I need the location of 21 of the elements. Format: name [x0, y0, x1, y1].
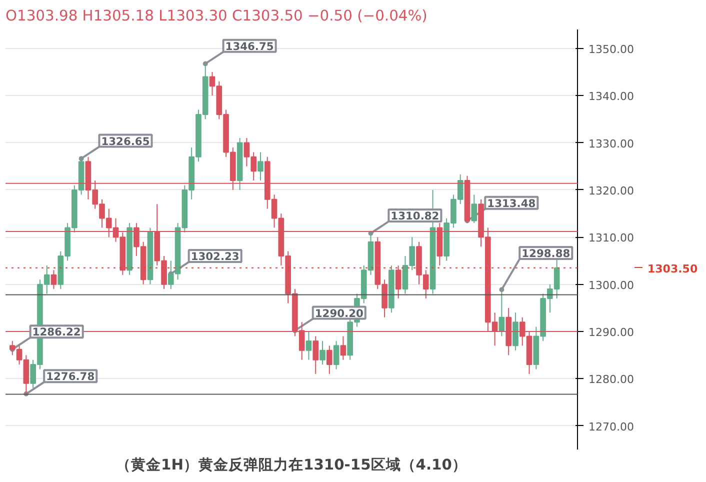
chart-subtitle: O1303.98 H1305.18 L1303.30 C1303.50 −0.50 (−0.04%)	[6, 8, 428, 24]
annotation: 1276.78	[46, 370, 95, 384]
annotation: 1310.82	[390, 209, 440, 222]
y-tick-label: 1270.00	[588, 420, 634, 434]
annotation: 1290.20	[314, 306, 364, 320]
y-tick-label: 1350.00	[588, 42, 634, 56]
y-tick-label: 1340.00	[588, 90, 634, 104]
annotation: 1286.22	[32, 326, 81, 339]
ref-line-label: 1303.50	[648, 262, 698, 276]
annotation: 1298.88	[522, 246, 570, 260]
y-tick-label: 1320.00	[588, 184, 634, 198]
y-tick-label: 1280.00	[588, 373, 634, 386]
annotation: 1346.75	[225, 40, 274, 53]
y-tick-label: 1330.00	[588, 137, 634, 150]
y-tick-label: 1300.00	[588, 278, 634, 292]
y-tick-label: 1290.00	[588, 326, 634, 340]
annotation: 1313.48	[487, 196, 536, 210]
annotation: 1302.23	[190, 250, 240, 264]
annotation: 1326.65	[101, 134, 150, 148]
y-tick-label: 1310.00	[588, 232, 634, 245]
text: （黄金1H）黄金反弹阻力在1310-15区域（4.10）	[116, 456, 467, 474]
